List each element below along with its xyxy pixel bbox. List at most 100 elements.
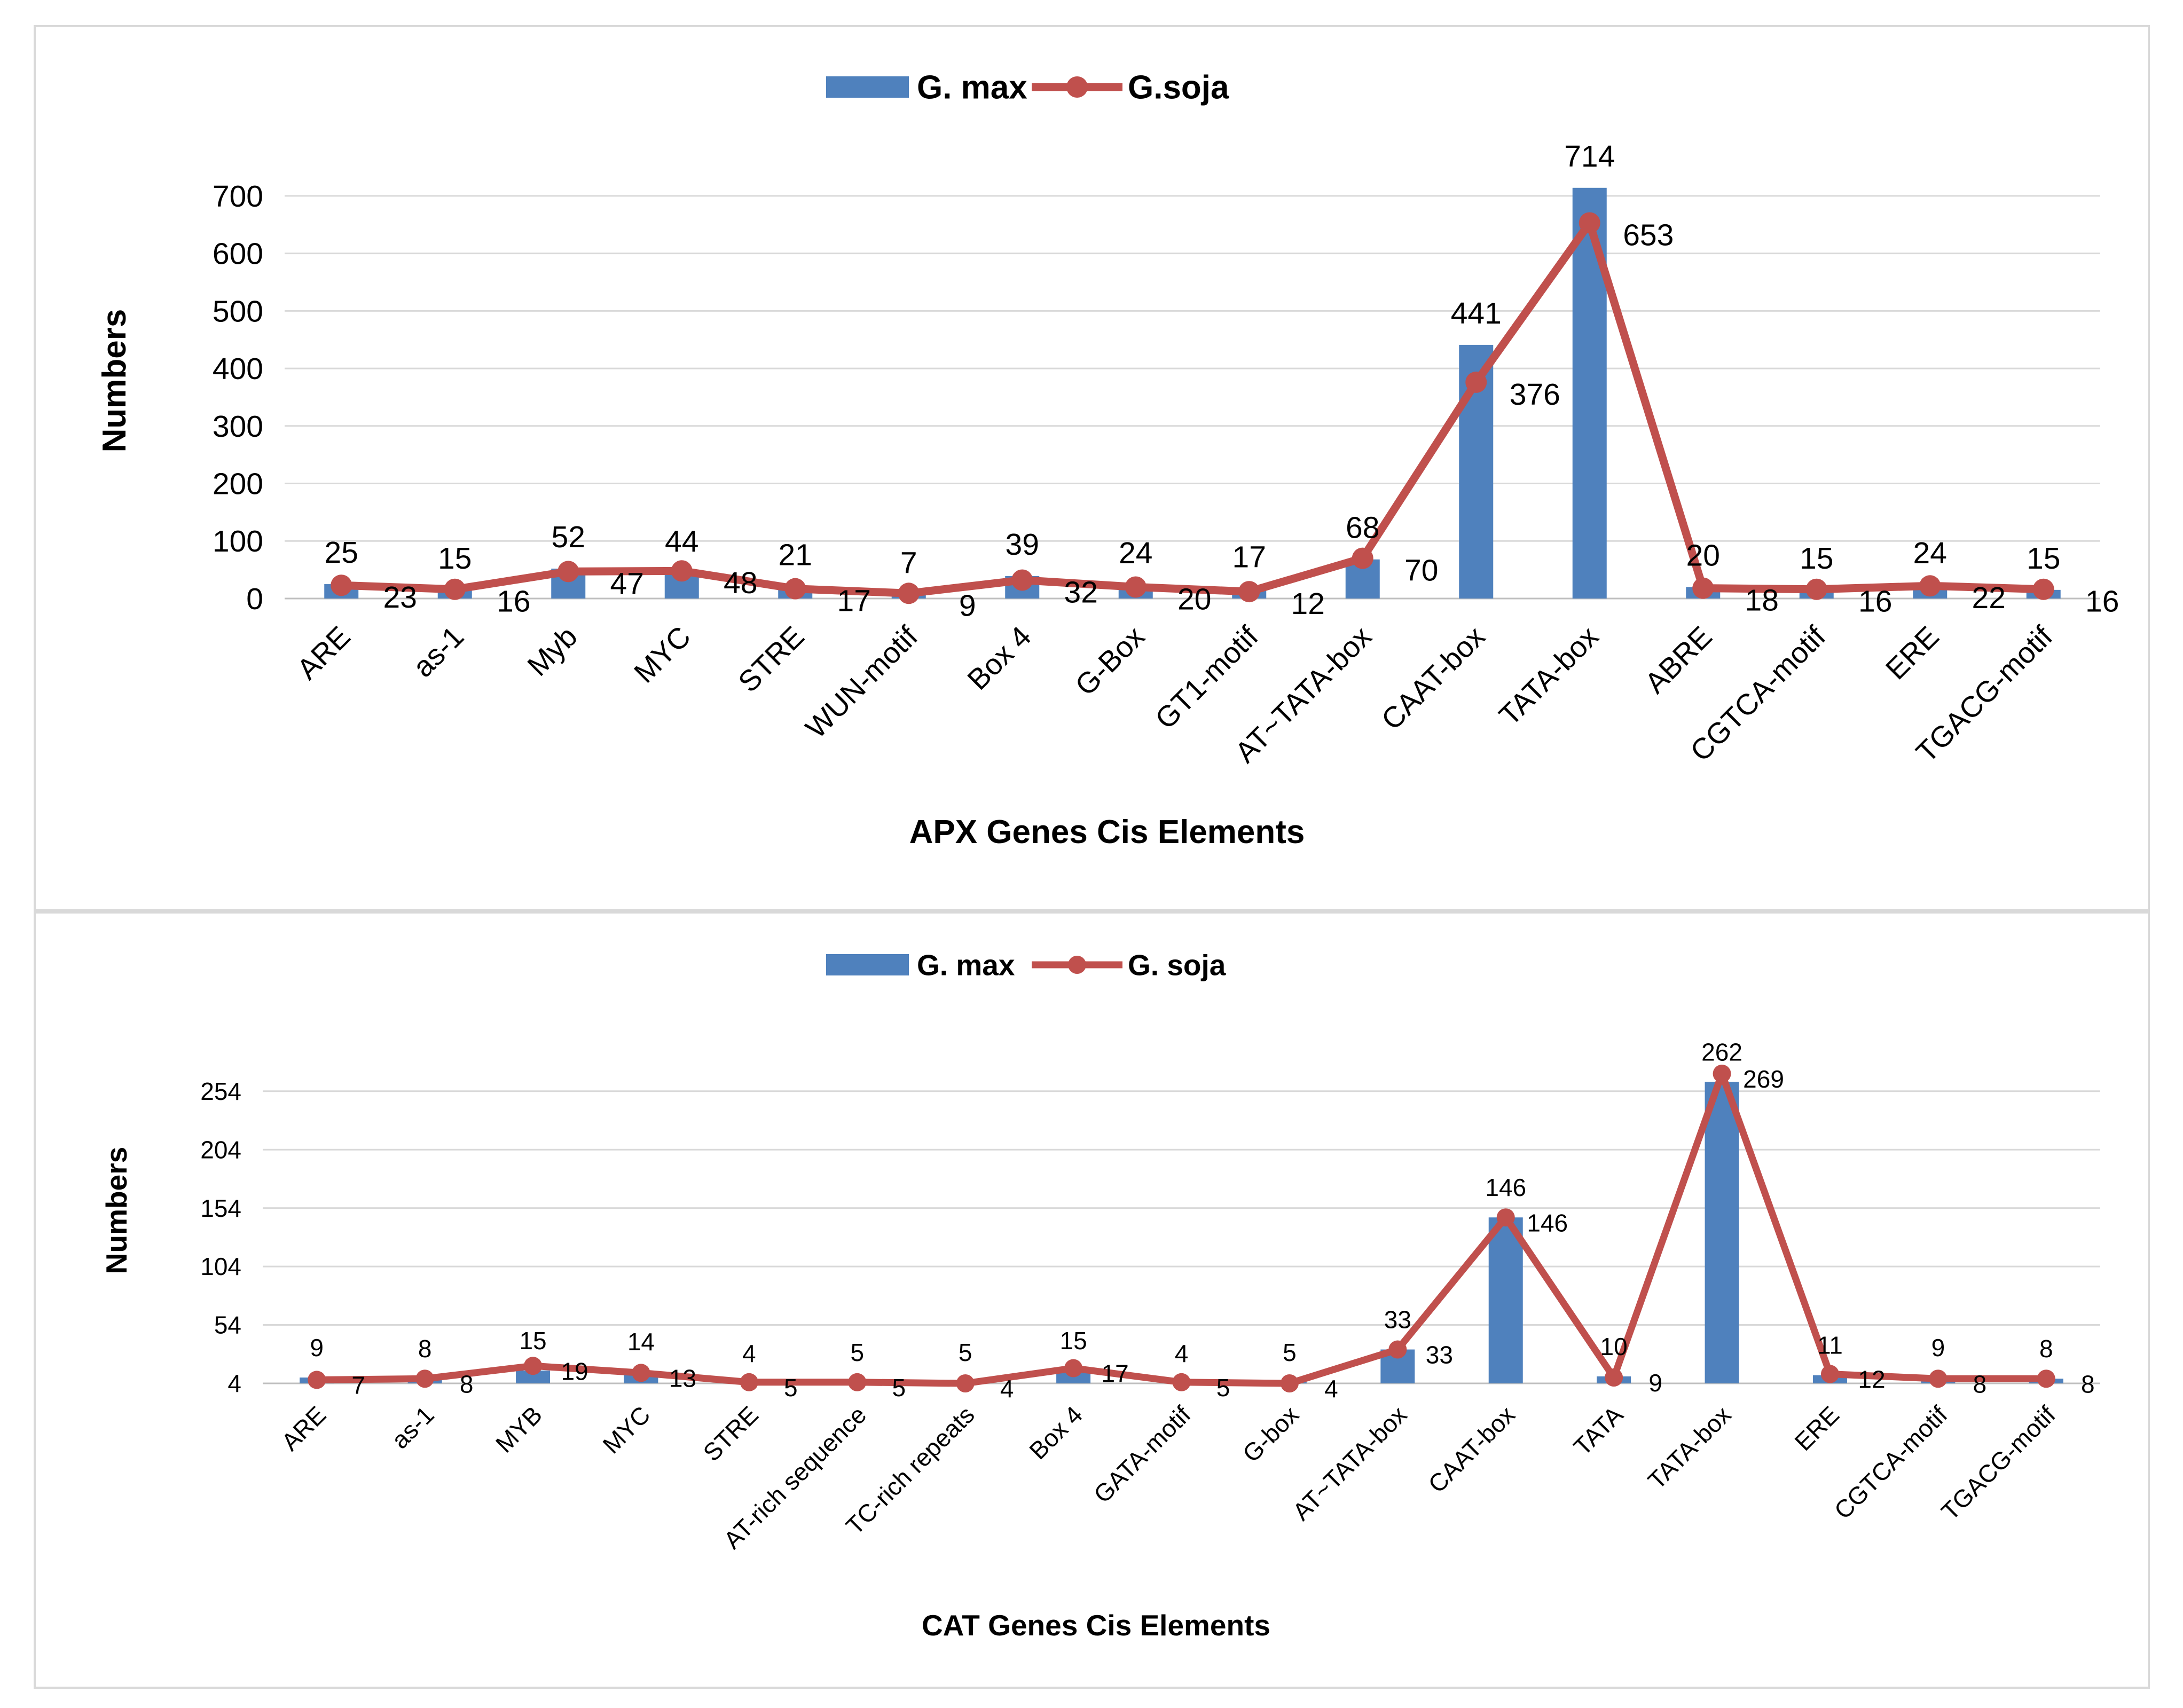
bar-data-label: 262 xyxy=(1701,1038,1742,1066)
y-tick-label: 100 xyxy=(213,524,263,558)
line-data-label: 16 xyxy=(2085,585,2119,619)
point-box-4 xyxy=(1064,1359,1083,1378)
line-data-label: 13 xyxy=(669,1364,696,1392)
x-tick-label: ERE xyxy=(1879,620,1945,686)
point-tgacg-motif xyxy=(2037,1369,2055,1388)
x-tick-label: MYB xyxy=(490,1400,547,1458)
bar-tata-box xyxy=(1705,1082,1739,1383)
line-data-label: 7 xyxy=(351,1372,365,1399)
bar-data-label: 15 xyxy=(2027,541,2060,576)
cat-chart-panel: 4 54 104 154 204 254 9 8 15 14 4 5 5 15 4 5 33 146 10 262 11… xyxy=(34,911,2150,1689)
line-data-label: 16 xyxy=(1858,585,1892,619)
legend-label-bar: G. max xyxy=(917,69,1027,106)
y-axis-label: Numbers xyxy=(96,309,133,453)
chart-title: CAT Genes Cis Elements xyxy=(922,1609,1270,1642)
bar-data-label: 25 xyxy=(325,536,358,570)
y-axis-label: Numbers xyxy=(100,1147,133,1274)
legend-label-bar: G. max xyxy=(917,948,1015,981)
bar-caat-box xyxy=(1488,1217,1523,1383)
x-tick-label: Box 4 xyxy=(961,620,1037,696)
x-tick-label: WUN-motif xyxy=(799,619,924,744)
bar-data-label: 7 xyxy=(900,546,917,580)
x-tick-label: CAAT-box xyxy=(1375,620,1491,736)
x-tick-label: TATA-box xyxy=(1493,620,1605,732)
line-data-label: 12 xyxy=(1858,1366,1885,1394)
x-tick-label: AT~TATA-box xyxy=(1287,1400,1412,1525)
point-wun-motif xyxy=(898,583,920,604)
line-data-label: 19 xyxy=(561,1357,588,1385)
x-tick-label: CAAT-box xyxy=(1423,1400,1520,1498)
y-tick-label: 600 xyxy=(213,237,263,271)
point-box-4 xyxy=(1011,569,1033,591)
bar-data-label: 9 xyxy=(1931,1334,1945,1361)
y-tick-label: 200 xyxy=(213,467,263,501)
line-data-label: 22 xyxy=(1972,581,2006,615)
line-data-label: 5 xyxy=(1216,1374,1230,1402)
point-g-box xyxy=(1280,1374,1299,1392)
point-abre xyxy=(1692,577,1714,599)
bar-data-label: 17 xyxy=(1232,540,1266,574)
line-data-label: 5 xyxy=(892,1374,906,1402)
bar-data-label: 5 xyxy=(959,1339,972,1366)
bar-data-label: 5 xyxy=(1283,1339,1297,1366)
bar-data-label: 9 xyxy=(310,1334,324,1361)
legend-label-line: G. soja xyxy=(1128,948,1226,981)
x-tick-label: ERE xyxy=(1789,1400,1844,1456)
line-data-label: 23 xyxy=(383,580,417,615)
bar-data-label: 10 xyxy=(1600,1333,1628,1360)
bar-data-label: 11 xyxy=(1817,1332,1843,1359)
x-tick-label: MYC xyxy=(597,1400,655,1459)
line-data-label: 269 xyxy=(1743,1065,1784,1093)
bar-data-label: 15 xyxy=(438,541,472,576)
x-tick-label: G-box xyxy=(1237,1400,1304,1467)
x-tick-label: MYC xyxy=(627,620,697,689)
bar-data-label: 5 xyxy=(850,1339,864,1366)
point-myc xyxy=(632,1364,650,1382)
bar-data-label: 4 xyxy=(742,1340,756,1367)
point-caat-box xyxy=(1496,1208,1515,1227)
series-line-g-soja xyxy=(317,1070,2046,1387)
y-tick-label: 154 xyxy=(200,1194,241,1222)
line-data-label: 8 xyxy=(460,1370,474,1398)
bar-data-label: 39 xyxy=(1006,528,1039,562)
line-data-label: 33 xyxy=(1426,1341,1453,1369)
line-data-label: 9 xyxy=(1648,1369,1662,1397)
bar-data-label: 14 xyxy=(627,1328,655,1356)
line-data-label: 17 xyxy=(1102,1360,1129,1388)
x-tick-label: TATA xyxy=(1568,1400,1629,1461)
bar-data-label: 15 xyxy=(1060,1327,1087,1355)
point-at-rich-sequence xyxy=(848,1373,867,1391)
line-data-label: 9 xyxy=(959,588,976,623)
point-at-tata-box xyxy=(1352,547,1373,569)
point-g-box xyxy=(1125,576,1147,598)
bar-data-label: 4 xyxy=(1175,1340,1189,1367)
line-data-label: 17 xyxy=(837,584,871,618)
x-tick-label: STRE xyxy=(697,1400,764,1467)
y-tick-label: 700 xyxy=(213,179,263,214)
series-line-g-soja xyxy=(341,219,2044,597)
legend-bar-swatch xyxy=(826,954,909,975)
point-cgtca-motif xyxy=(1929,1369,1948,1388)
x-tick-label: ARE xyxy=(290,620,357,686)
bar-data-label: 20 xyxy=(1686,538,1720,572)
x-tick-label: as-1 xyxy=(386,1400,439,1454)
bar-data-label: 8 xyxy=(2039,1335,2053,1363)
legend-line-marker xyxy=(1068,956,1086,974)
bar-data-label: 15 xyxy=(1800,541,1833,576)
point-gata-motif xyxy=(1172,1373,1191,1391)
line-data-label: 48 xyxy=(724,566,757,600)
line-data-label: 653 xyxy=(1623,218,1674,252)
point-myb xyxy=(524,1357,543,1375)
y-tick-label: 400 xyxy=(213,352,263,386)
line-data-label: 12 xyxy=(1291,587,1325,621)
point-ere xyxy=(1919,575,1941,597)
y-tick-label: 204 xyxy=(200,1136,241,1163)
bar-data-label: 8 xyxy=(418,1335,432,1363)
point-ere xyxy=(1820,1365,1839,1383)
bar-data-label: 68 xyxy=(1346,511,1379,545)
line-data-label: 32 xyxy=(1064,575,1098,609)
bar-data-label: 15 xyxy=(519,1327,546,1355)
y-tick-label: 4 xyxy=(227,1369,241,1397)
point-as-1 xyxy=(415,1369,434,1388)
